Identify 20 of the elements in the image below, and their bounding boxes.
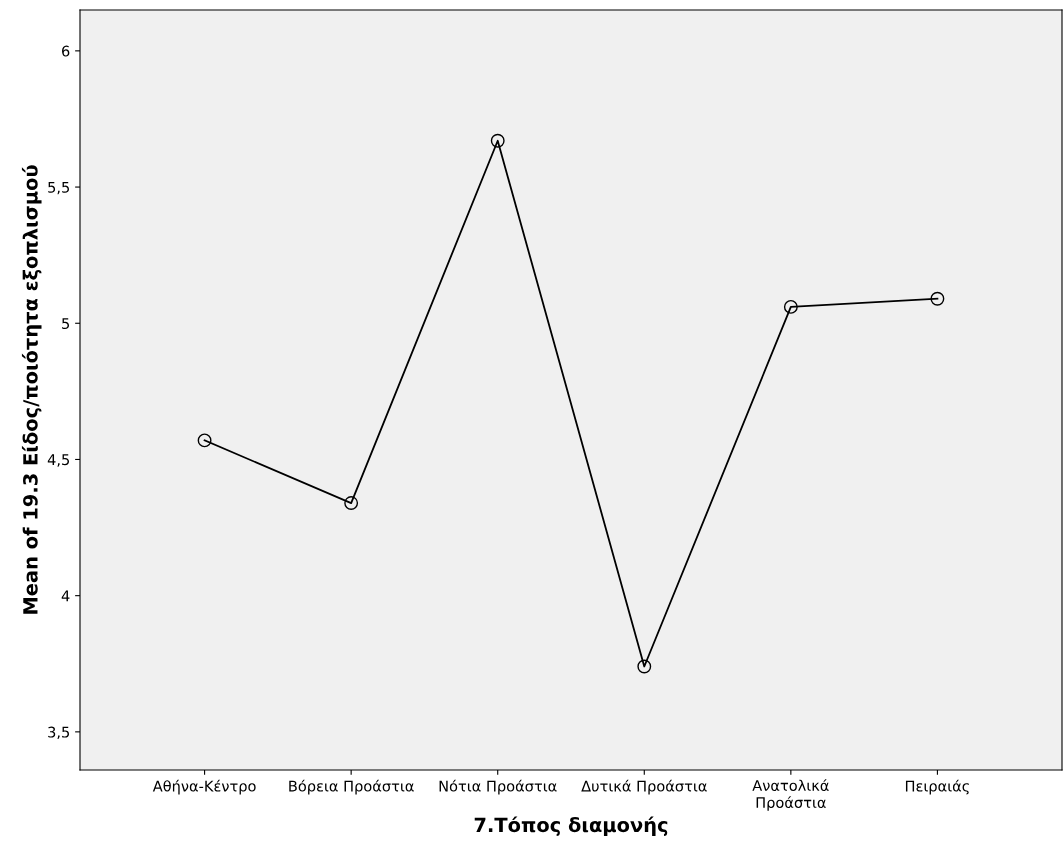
point (490, 133, 505, 148)
x-tick-label: Νότια Προάστια (439, 779, 557, 795)
point (783, 299, 798, 314)
y-tick-label: 4 (61, 590, 70, 602)
x-tick-label: Ανατολικά Προάστια (752, 779, 829, 811)
x-tick-label: Αθήνα-Κέντρο (152, 779, 256, 795)
point (637, 659, 652, 674)
point (344, 496, 359, 510)
x-tick-label: Πειραιάς (905, 779, 969, 795)
y-tick-label: 3,5 (48, 726, 69, 740)
point (197, 433, 212, 448)
y-axis-title: Mean of 19.3 Είδος/ποιότητα εξοπλισμού (21, 165, 42, 614)
y-tick-label: 5,5 (48, 181, 69, 195)
y-tick-label: 5 (62, 318, 69, 330)
x-tick-label: Βόρεια Προάστια (289, 779, 414, 795)
y-tick-label: 6 (62, 45, 70, 57)
y-tick-label: 4,5 (47, 454, 69, 467)
x-axis-title: 7.Τόπος διαμονής (474, 816, 668, 837)
point (930, 291, 945, 306)
x-tick-label: Δυτικά Προάστια (581, 779, 707, 795)
